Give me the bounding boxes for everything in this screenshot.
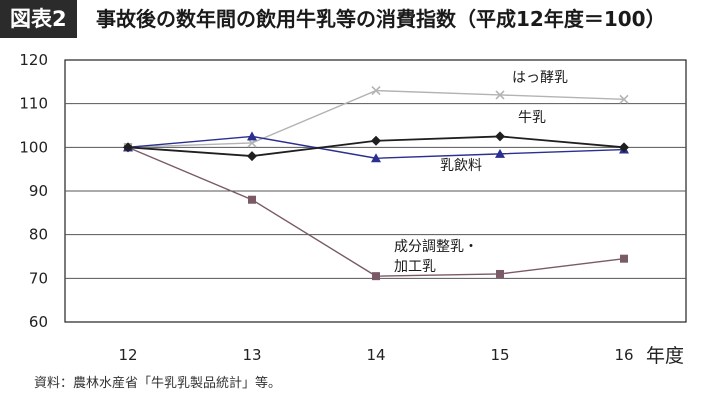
source-note: 資料：農林水産省「牛乳乳製品統計」等。: [34, 376, 282, 391]
series-3-line: [127, 146, 625, 277]
series-2-point-14: [371, 153, 381, 163]
figure-badge: 図表2: [0, 0, 77, 38]
y-tick-label-90: 90: [29, 182, 48, 200]
y-tick-label-80: 80: [29, 226, 48, 244]
series-label-3: 成分調整乳・加工乳: [394, 239, 478, 275]
y-tick-label-110: 110: [19, 95, 48, 113]
line-chart: 60 70 80 90 100 110 120 12 13 14 15 16 年度 はっ酵乳牛乳乳飲料成分…: [19, 51, 687, 367]
series-0-point-16: [619, 94, 629, 104]
series-0-point-15: [495, 90, 505, 100]
chart-title: 事故後の数年間の飲用牛乳等の消費指数（平成12年度＝100）: [96, 7, 666, 31]
x-tick-label-14: 14: [366, 346, 385, 364]
series-label-1: 牛乳: [518, 110, 546, 126]
x-tick-label-16: 16: [614, 346, 633, 364]
x-tick-label-15: 15: [490, 346, 509, 364]
x-axis-label: 年度: [646, 345, 684, 367]
y-tick-label-100: 100: [19, 138, 48, 156]
y-tick-label-70: 70: [29, 269, 48, 287]
series-1-point-12: [123, 142, 133, 153]
y-tick-label-120: 120: [19, 51, 48, 69]
series-3-point-16: [620, 254, 628, 263]
series-3-point-14: [372, 272, 380, 281]
series-label-0: はっ酵乳: [512, 70, 568, 86]
series-label-2: 乳飲料: [440, 158, 482, 174]
x-tick-label-12: 12: [118, 346, 137, 364]
series-1-point-15: [495, 131, 505, 142]
figure-header: 図表2 事故後の数年間の飲用牛乳等の消費指数（平成12年度＝100）: [0, 0, 710, 38]
series-0-point-14: [371, 86, 381, 96]
y-tick-label-60: 60: [29, 313, 48, 331]
series-1-point-13: [247, 151, 257, 162]
series-2-point-15: [495, 148, 505, 158]
x-tick-label-13: 13: [242, 346, 261, 364]
series-3-point-13: [248, 195, 256, 204]
series-2-point-13: [247, 131, 257, 141]
series-1-point-16: [619, 142, 629, 153]
series-1-point-14: [371, 135, 381, 146]
series-3-point-15: [496, 269, 504, 278]
